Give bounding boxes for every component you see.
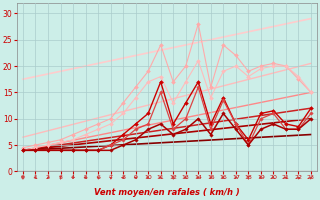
X-axis label: Vent moyen/en rafales ( km/h ): Vent moyen/en rafales ( km/h ) [94,188,240,197]
